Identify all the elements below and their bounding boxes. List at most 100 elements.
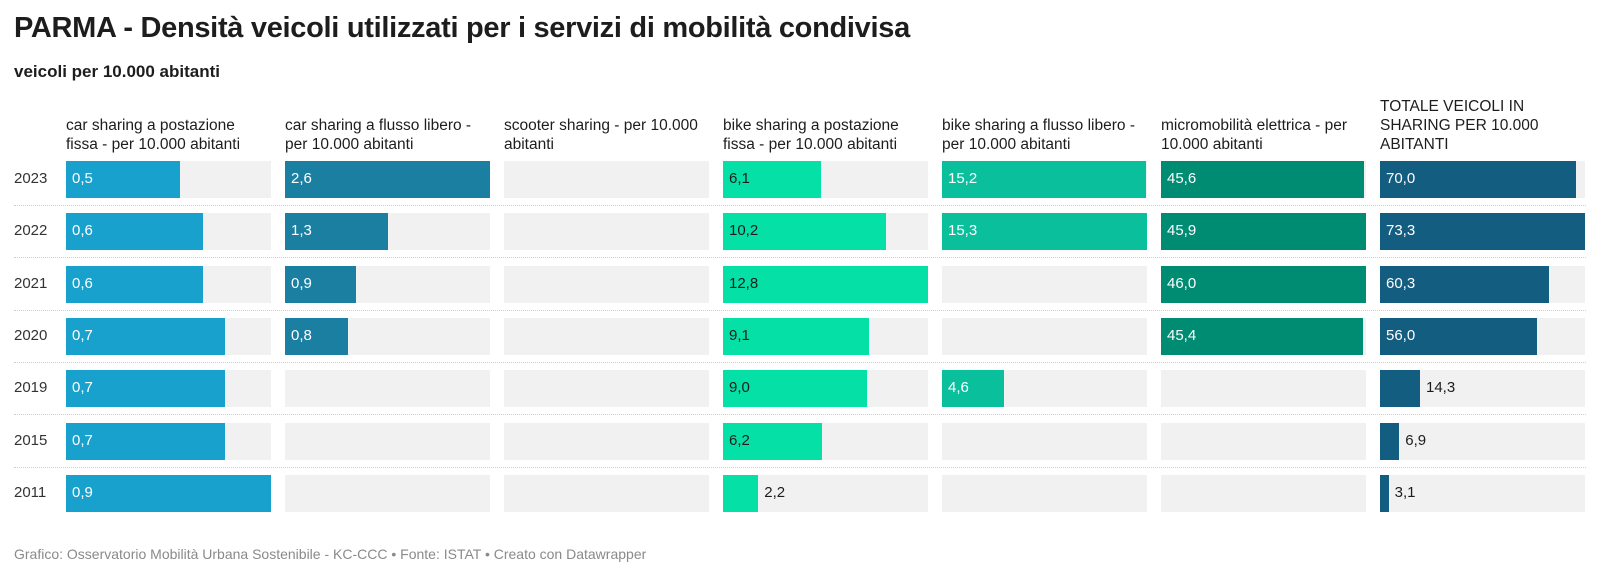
bar-track <box>285 422 490 460</box>
data-label: 1,3 <box>291 222 312 240</box>
data-label: 70,0 <box>1386 170 1416 187</box>
bar <box>723 317 869 355</box>
data-label: 3,1 <box>1394 483 1416 501</box>
row-label-2020: 2020 <box>14 326 48 344</box>
bar <box>285 265 356 303</box>
bar <box>1380 317 1537 355</box>
data-label: 6,2 <box>729 431 750 449</box>
row-separator <box>14 466 1586 468</box>
data-label: 56,0 <box>1386 326 1416 344</box>
column-header: bike sharing a postazione fissa - per 10… <box>723 117 899 153</box>
bar <box>723 370 868 408</box>
data-label: 4,6 <box>948 379 969 397</box>
data-label: 6,1 <box>729 170 750 187</box>
bar <box>66 474 271 512</box>
data-label: 0,9 <box>291 274 312 292</box>
data-label: 73,3 <box>1386 222 1416 240</box>
data-label: 0,7 <box>72 379 93 397</box>
bar-track <box>942 474 1147 512</box>
data-label: 0,7 <box>72 431 93 449</box>
bar <box>723 161 821 198</box>
row-separator <box>14 205 1586 206</box>
column-header: micromobilità elettrica - per 10.000 abi… <box>1161 117 1348 153</box>
data-label: 0,6 <box>72 274 93 292</box>
bar-track <box>1161 422 1366 460</box>
bar-track <box>942 317 1147 355</box>
bar-track <box>504 213 709 251</box>
row-separator <box>14 361 1586 363</box>
row-label-2022: 2022 <box>14 222 48 240</box>
bar-track <box>942 422 1147 460</box>
bar-track <box>1380 422 1585 460</box>
bar-track <box>1380 474 1585 512</box>
bar <box>1380 161 1576 198</box>
bar <box>1161 317 1364 355</box>
column-header: TOTALE VEICOLI IN SHARING PER 10.000 ABI… <box>1380 98 1539 153</box>
bar <box>1161 265 1366 303</box>
data-label: 10,2 <box>729 222 759 240</box>
bar <box>66 422 226 460</box>
bar <box>66 370 226 408</box>
bar <box>723 474 759 512</box>
bar <box>66 161 180 198</box>
bar-track <box>504 161 709 198</box>
data-label: 6,9 <box>1405 431 1427 449</box>
data-label: 46,0 <box>1167 274 1197 292</box>
bar <box>66 317 226 355</box>
bar-track <box>504 265 709 303</box>
bar-track <box>942 265 1147 303</box>
column-header: scooter sharing - per 10.000 abitanti <box>504 117 698 153</box>
bar-track <box>504 422 709 460</box>
chart-title: PARMA - Densità veicoli utilizzati per i… <box>14 12 910 44</box>
bar <box>285 317 349 355</box>
chart-subtitle: veicoli per 10.000 abitanti <box>14 62 220 81</box>
bar <box>1380 422 1400 460</box>
data-label: 0,5 <box>72 170 93 187</box>
bar <box>1161 213 1366 251</box>
data-label: 45,6 <box>1167 170 1197 187</box>
row-label-2021: 2021 <box>14 274 48 292</box>
data-label: 15,2 <box>948 170 978 187</box>
bar <box>285 213 388 251</box>
data-label: 60,3 <box>1386 274 1416 292</box>
row-separator <box>14 414 1586 416</box>
data-label: 2,6 <box>291 170 312 187</box>
row-label-2015: 2015 <box>14 431 48 449</box>
data-label: 45,9 <box>1167 222 1197 240</box>
bar <box>66 213 203 251</box>
bar <box>1380 474 1389 512</box>
bar <box>66 265 203 303</box>
bar <box>942 370 1004 408</box>
bar-track <box>504 317 709 355</box>
chart-footer: Grafico: Osservatorio Mobilità Urbana So… <box>14 546 647 562</box>
bar <box>723 422 823 460</box>
row-label-2019: 2019 <box>14 379 48 397</box>
row-separator <box>14 257 1586 259</box>
data-label: 45,4 <box>1167 326 1197 344</box>
bar <box>1380 370 1420 408</box>
data-label: 14,3 <box>1425 379 1456 397</box>
bar <box>1380 265 1549 303</box>
data-label: 0,6 <box>72 222 93 240</box>
data-label: 12,8 <box>729 274 759 292</box>
bar-track <box>1161 370 1366 408</box>
row-label-2023: 2023 <box>14 170 48 187</box>
data-label: 9,0 <box>729 379 750 397</box>
bar-track <box>285 474 490 512</box>
bar <box>1161 161 1365 198</box>
data-label: 9,1 <box>729 326 750 344</box>
data-label: 0,9 <box>72 483 93 501</box>
data-label: 0,8 <box>291 326 312 344</box>
bar-track <box>504 370 709 408</box>
bar <box>285 161 490 198</box>
bar-track <box>285 370 490 408</box>
bar <box>723 265 928 303</box>
bar <box>942 161 1146 198</box>
column-header: car sharing a postazione fissa - per 10.… <box>66 117 241 153</box>
data-label: 0,7 <box>72 326 93 344</box>
bar <box>723 213 887 251</box>
column-header: bike sharing a flusso libero - per 10.00… <box>942 117 1135 153</box>
column-header: car sharing a flusso libero - per 10.000… <box>285 117 472 153</box>
bar <box>1380 213 1585 251</box>
